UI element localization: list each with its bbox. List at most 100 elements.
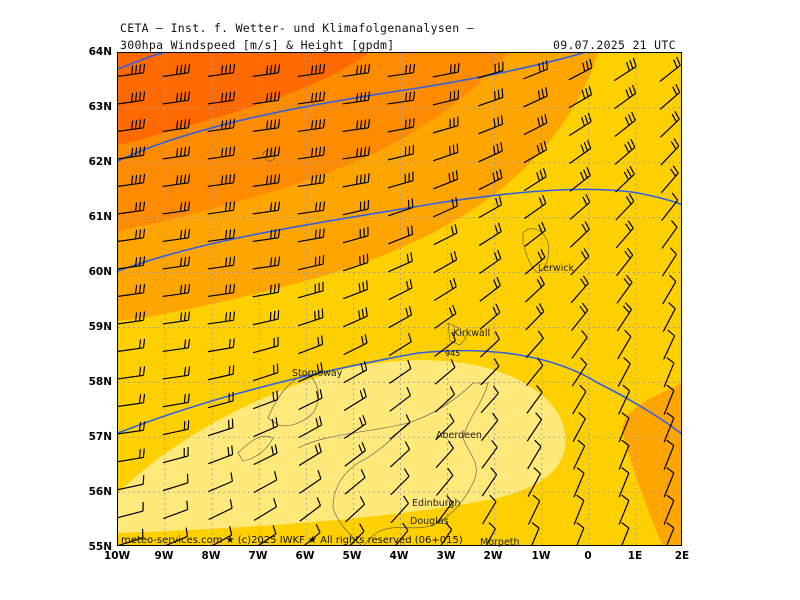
wind-barb [342,173,370,188]
wind-barb [252,63,281,78]
wind-barb [613,57,637,82]
wind-barb [252,201,281,215]
wind-barb [573,467,585,498]
wind-barb [343,307,368,328]
wind-barb [252,228,281,243]
wind-barb [163,500,189,520]
city-label-douglas: Douglas [410,516,449,527]
wind-barb [342,63,371,78]
wind-barb [343,280,369,300]
wind-barb [526,412,543,442]
wind-barb [207,365,235,381]
wind-barb [212,526,233,545]
wind-barb [478,195,503,219]
wind-barb [162,446,189,464]
wind-barb [478,142,503,163]
wind-barb [162,173,191,188]
wind-barb [571,330,588,359]
wind-barb [480,385,499,414]
wind-barb [523,60,549,80]
wind-barb [252,310,280,326]
wind-barb [481,440,498,469]
wind-barb [208,499,233,521]
wind-barb [479,249,502,274]
wind-barb [663,412,675,443]
wind-barb [342,199,370,216]
wind-barb [568,112,592,137]
wind-barb [616,247,634,277]
lat-label: 55N [88,541,112,553]
wind-barb [389,414,411,440]
wind-barb [618,412,630,443]
lat-label: 64N [88,46,112,58]
wind-barb [349,523,365,545]
wind-barb [524,194,547,219]
wind-map-canvas: 945 [118,53,681,545]
lat-label: 60N [88,266,112,278]
wind-barb [568,85,593,109]
wind-barb [252,173,281,188]
wind-barb [663,467,675,498]
wind-barb [573,439,586,470]
wind-barb [387,118,415,133]
wind-barb [342,226,369,244]
wind-barb [207,418,234,437]
wind-barb [395,522,409,545]
wind-barb [662,302,676,332]
city-label-kirkwall: Kirkwall [453,328,491,339]
wind-barb [207,391,234,409]
wind-barb [523,140,548,164]
wind-barb [569,139,592,165]
wind-barb [525,303,545,331]
wind-barb [208,472,233,493]
wind-barb [118,146,146,160]
wind-barb [387,144,415,161]
wind-barb [389,359,412,384]
wind-barb [660,111,680,138]
lon-label: 7W [248,550,268,562]
wind-barb [162,118,191,133]
wind-barb [661,247,677,277]
lon-label: 6W [295,550,315,562]
wind-barb [252,146,281,160]
lon-label: 2E [674,550,690,562]
wind-barb [342,118,371,133]
wind-barb [162,63,191,78]
wind-barb [524,221,546,247]
wind-barb [344,469,366,495]
wind-barb [527,494,541,525]
height-contour-line [118,349,681,435]
wind-barb [207,146,236,160]
wind-barb [253,471,278,494]
wind-barb [661,219,678,249]
wind-barb [297,173,326,188]
wind-barb [298,389,323,411]
wind-barb [661,192,679,222]
wind-barb [207,283,236,298]
lon-label: 3W [436,550,456,562]
wind-barb [253,390,279,410]
wind-barb [207,311,236,325]
wind-barb [162,283,191,298]
wind-barb [435,440,454,469]
lon-label: 4W [389,550,409,562]
wind-barb [614,138,636,165]
lat-label: 58N [88,376,112,388]
wind-barb [297,281,324,299]
copyright-credit: meteo-services.com ★ (c)2025 IWKF ★ All … [121,535,463,546]
lat-lon-grid [118,53,681,545]
wind-barb [118,173,146,188]
wind-barb [663,494,675,525]
city-label-stornoway: Stornoway [292,368,343,379]
wind-barb [659,83,681,110]
wind-barb [663,439,675,470]
wind-barb [569,193,591,220]
wind-barb [162,393,190,408]
wind-barb [208,445,234,465]
wind-barb [615,193,635,221]
wind-barb [118,201,146,215]
wind-barb [568,58,593,81]
wind-barb [525,276,545,303]
wind-barb [299,497,322,522]
lat-label: 57N [88,431,112,443]
